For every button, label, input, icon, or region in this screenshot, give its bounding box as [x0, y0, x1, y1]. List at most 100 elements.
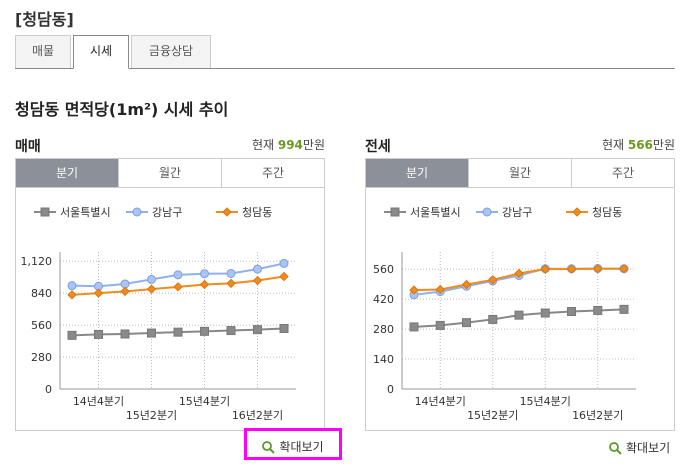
data-point-seoul: [94, 329, 103, 339]
marker-diamond: [252, 275, 263, 286]
marker-circle: [226, 268, 236, 278]
period-tab-week[interactable]: 주간: [221, 159, 324, 187]
marker-square: [147, 328, 156, 338]
x-tick-label: 15년4분기: [520, 395, 571, 408]
jeonse-chart-box: 서울특별시 강남구 청담동 0 140 280 420 560 14년4분기 15년4분기 15년2…: [365, 188, 675, 431]
zoom-button-jeonse[interactable]: 확대보기: [609, 438, 670, 458]
section-title: 청담동 면적당(1m²) 시세 추이: [15, 100, 229, 119]
current-price: 현재 994만원: [251, 138, 325, 152]
marker-square: [409, 322, 419, 332]
marker-diamond: [461, 279, 472, 290]
data-point-cheongdam: [173, 282, 183, 292]
marker-diamond: [488, 275, 498, 285]
data-point-cheongdam: [93, 288, 104, 298]
legend-item-seoul: 서울특별시: [34, 206, 111, 219]
data-point-cheongdam: [67, 290, 77, 300]
period-tab-month[interactable]: 월간: [118, 159, 221, 187]
data-point-gangnam: [253, 264, 262, 274]
marker-square: [540, 308, 550, 318]
marker-diamond: [120, 286, 130, 297]
x-tick-label: 16년2분기: [232, 409, 283, 422]
tab-listings[interactable]: 매물: [15, 35, 71, 68]
zoom-button-sale[interactable]: 확대보기: [244, 428, 342, 460]
marker-diamond: [199, 279, 210, 290]
period-tabs: 분기 월간 주간: [365, 158, 675, 188]
marker-diamond: [514, 268, 524, 279]
data-point-cheongdam: [279, 271, 289, 282]
x-tick-label: 16년2분기: [572, 409, 623, 422]
y-tick-label: 280: [31, 351, 52, 364]
tabs-divider: [15, 68, 675, 69]
marker-circle: [67, 281, 77, 291]
y-tick-label: 0: [45, 383, 52, 396]
x-tick-label: 14년4분기: [415, 395, 466, 408]
sale-panel: 매매 현재 994만원 분기 월간 주간 서울특별시 강남구 청담동 0 280 560 8…: [15, 134, 325, 431]
data-point-seoul: [619, 304, 629, 314]
marker-diamond: [409, 285, 419, 295]
marker-diamond: [619, 263, 629, 274]
period-tab-week[interactable]: 주간: [571, 159, 674, 187]
legend-label: 청담동: [592, 206, 622, 219]
panel-title: 매매: [15, 139, 41, 155]
data-point-seoul: [435, 320, 445, 330]
tab-finance[interactable]: 금융상담: [131, 35, 211, 68]
marker-circle: [200, 269, 209, 279]
x-tick-label: 15년2분기: [467, 409, 518, 422]
marker-diamond: [279, 271, 289, 282]
marker-diamond: [67, 290, 77, 300]
data-point-seoul: [514, 310, 524, 320]
period-tab-quarter[interactable]: 분기: [366, 159, 468, 187]
data-point-gangnam: [200, 269, 209, 279]
data-point-seoul: [173, 327, 183, 337]
main-tabs: 매물 시세 금융상담: [15, 35, 675, 69]
y-tick-label: 140: [373, 353, 394, 366]
marker-square: [619, 304, 629, 314]
data-point-cheongdam: [566, 264, 577, 274]
legend-item-seoul: 서울특별시: [384, 206, 461, 219]
zoom-label: 확대보기: [279, 440, 324, 454]
period-tab-quarter[interactable]: 분기: [16, 159, 118, 187]
x-tick-label: 15년2분기: [126, 409, 177, 422]
marker-square: [253, 325, 262, 335]
y-tick-label: 280: [373, 323, 394, 336]
region-title: [청담동]: [15, 10, 74, 29]
panel-title: 전세: [365, 139, 391, 155]
marker-diamond: [146, 284, 157, 294]
data-point-seoul: [67, 330, 77, 340]
marker-square: [173, 327, 183, 337]
legend-label: 서울특별시: [60, 206, 111, 219]
marker-diamond: [173, 282, 183, 292]
jeonse-panel: 전세 현재 566만원 분기 월간 주간 서울특별시 강남구 청담동 0 140 280 4…: [365, 134, 675, 431]
data-point-seoul: [253, 325, 262, 335]
y-tick-label: 560: [31, 319, 52, 332]
data-point-cheongdam: [146, 284, 157, 294]
tab-price[interactable]: 시세: [73, 35, 129, 69]
data-point-gangnam: [147, 274, 156, 284]
magnifier-icon: [262, 441, 276, 454]
data-point-seoul: [409, 322, 419, 332]
marker-square: [514, 310, 524, 320]
data-point-seoul: [593, 305, 603, 315]
y-tick-label: 560: [373, 263, 394, 276]
marker-diamond: [93, 288, 104, 298]
data-point-seoul: [226, 326, 236, 336]
data-point-seoul: [567, 307, 576, 317]
data-point-cheongdam: [409, 285, 419, 295]
data-point-cheongdam: [488, 275, 498, 285]
data-point-seoul: [279, 323, 289, 333]
data-point-seoul: [488, 314, 498, 324]
marker-square: [593, 305, 603, 315]
data-point-cheongdam: [226, 278, 236, 289]
marker-circle: [173, 270, 183, 280]
data-point-seoul: [147, 328, 156, 338]
marker-square: [488, 314, 498, 324]
period-tab-month[interactable]: 월간: [468, 159, 571, 187]
data-point-seoul: [200, 326, 209, 336]
zoom-label: 확대보기: [626, 441, 671, 455]
data-point-cheongdam: [619, 263, 629, 274]
marker-diamond: [226, 278, 236, 289]
data-point-cheongdam: [435, 284, 445, 295]
sale-chart-box: 서울특별시 강남구 청담동 0 280 560 840 1,120 14년4분기 15년4분기 15…: [15, 188, 325, 431]
data-point-seoul: [540, 308, 550, 318]
marker-square: [226, 326, 236, 336]
